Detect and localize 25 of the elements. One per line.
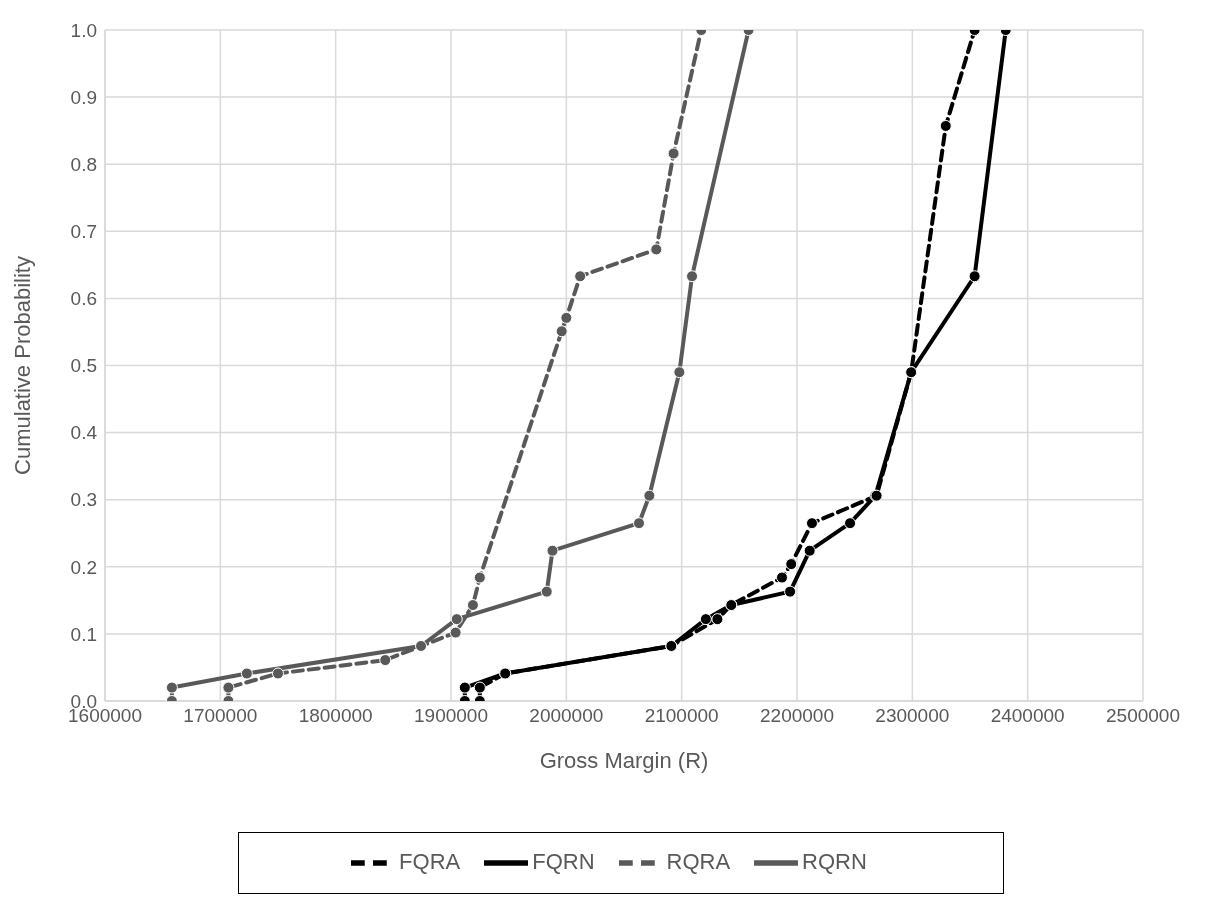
y-tick-label: 0.3	[70, 489, 97, 511]
x-tick-label: 1800000	[298, 705, 373, 727]
y-tick-label: 1.0	[70, 19, 97, 41]
y-tick-label: 0.5	[70, 355, 97, 377]
y-tick-label: 0.9	[70, 86, 97, 108]
x-tick-label: 2100000	[644, 705, 719, 727]
y-tick-label: 0.7	[70, 221, 97, 243]
legend-label: FQRA	[399, 848, 461, 874]
y-tick-label: 0.8	[70, 153, 97, 175]
legend-label: FQRN	[532, 848, 595, 874]
x-tick-label: 2000000	[529, 705, 604, 727]
y-axis-title: Cumulative Probability	[9, 256, 35, 475]
legend-label: RQRA	[666, 848, 731, 874]
y-tick-label: 0.4	[70, 422, 98, 444]
y-tick-label: 0.2	[70, 556, 97, 578]
y-tick-label: 0.6	[70, 288, 97, 310]
x-tick-label: 1900000	[414, 705, 488, 727]
legend-label: RQRN	[802, 848, 867, 874]
x-tick-label: 2300000	[875, 705, 950, 727]
x-tick-label: 2500000	[1106, 705, 1180, 727]
y-tick-label: 0.1	[70, 623, 97, 645]
x-tick-label: 2200000	[760, 705, 834, 727]
x-tick-label: 1700000	[183, 705, 258, 727]
x-tick-label: 2400000	[990, 705, 1065, 727]
x-axis-title: Gross Margin (R)	[539, 748, 709, 773]
